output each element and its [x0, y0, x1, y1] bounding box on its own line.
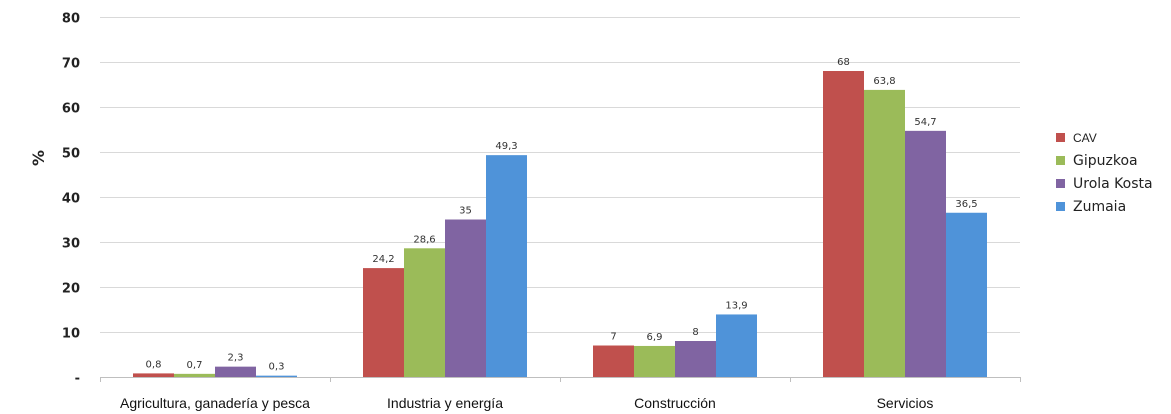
bar — [593, 345, 634, 377]
bar — [174, 373, 215, 377]
bar — [486, 155, 527, 377]
data-label: 63,8 — [873, 76, 895, 87]
legend-swatch — [1056, 156, 1065, 165]
legend-item: Gipuzkoa — [1056, 149, 1153, 172]
data-label: 54,7 — [914, 117, 936, 128]
data-label: 6,9 — [647, 332, 663, 343]
data-label: 24,2 — [372, 254, 394, 265]
legend-swatch — [1056, 202, 1065, 211]
legend-item: Urola Kosta — [1056, 172, 1153, 195]
x-axis-ticks — [100, 377, 1021, 382]
bar — [905, 130, 946, 377]
data-label: 35 — [459, 206, 472, 217]
data-label: 13,9 — [725, 300, 747, 311]
bar — [133, 373, 174, 377]
bar — [946, 212, 987, 377]
category-label: Servicios — [877, 395, 934, 411]
bar — [823, 71, 864, 377]
bar — [215, 366, 256, 377]
data-label: 0,7 — [187, 360, 203, 371]
data-label: 68 — [837, 57, 850, 68]
y-tick-label: 80 — [62, 12, 80, 27]
category-label: Agricultura, ganadería y pesca — [120, 395, 310, 411]
legend: CAV Gipuzkoa Urola Kosta Zumaia — [1056, 126, 1153, 218]
legend-swatch — [1056, 179, 1065, 188]
y-tick-label: 40 — [62, 192, 80, 207]
bar — [404, 248, 445, 377]
bars — [133, 71, 987, 378]
bar — [363, 268, 404, 377]
data-label: 49,3 — [495, 141, 517, 152]
data-label: 0,3 — [269, 362, 285, 373]
data-label: 28,6 — [413, 234, 435, 245]
y-tick-label: - — [75, 372, 80, 387]
bar — [675, 341, 716, 377]
bar — [634, 345, 675, 377]
y-tick-label: 70 — [62, 57, 80, 72]
legend-swatch — [1056, 133, 1065, 142]
data-label: 8 — [692, 327, 698, 338]
data-label: 7 — [610, 332, 616, 343]
y-tick-label: 50 — [62, 147, 80, 162]
y-axis-label: % — [29, 150, 48, 166]
legend-label: Urola Kosta — [1073, 175, 1153, 192]
legend-label: Zumaia — [1073, 198, 1127, 215]
legend-item: Zumaia — [1056, 195, 1153, 218]
data-label: 0,8 — [146, 359, 162, 370]
legend-item: CAV — [1056, 126, 1153, 149]
legend-label: CAV — [1073, 130, 1097, 145]
data-label: 36,5 — [955, 199, 977, 210]
bar — [864, 89, 905, 378]
y-tick-label: 60 — [62, 102, 80, 117]
y-axis-ticks: - 10 20 30 40 50 60 70 80 — [62, 12, 80, 387]
gridlines — [100, 17, 1020, 333]
data-label: 2,3 — [228, 353, 244, 364]
bar — [716, 314, 757, 377]
legend-label: Gipuzkoa — [1073, 152, 1138, 169]
y-tick-label: 20 — [62, 282, 80, 297]
category-label: Industria y energía — [387, 395, 503, 411]
y-tick-label: 10 — [62, 327, 80, 342]
bar — [445, 219, 486, 377]
y-tick-label: 30 — [62, 237, 80, 252]
category-label: Construcción — [634, 395, 716, 411]
data-labels: 0,8 0,7 2,3 0,3 24,2 28,6 35 49,3 7 6,9 8 13,9 68 63,… — [146, 57, 978, 373]
category-labels: Agricultura, ganadería y pesca Industria … — [120, 395, 933, 411]
bar — [256, 375, 297, 377]
